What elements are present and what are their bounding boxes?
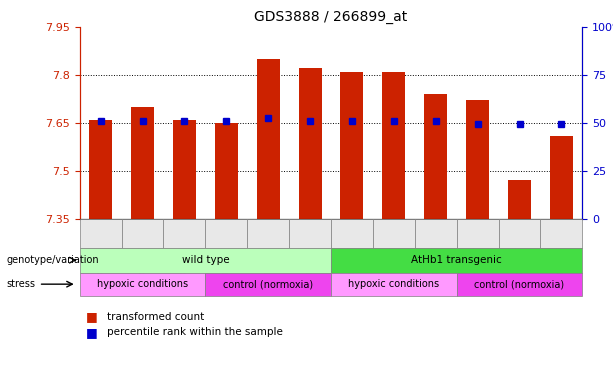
Text: genotype/variation: genotype/variation [6, 255, 99, 265]
Bar [340, 72, 364, 219]
Text: AtHb1 transgenic: AtHb1 transgenic [411, 255, 502, 265]
Bar [89, 120, 112, 219]
Text: wild type: wild type [181, 255, 229, 265]
Bar [215, 123, 238, 219]
Bar [383, 72, 405, 219]
Bar [257, 59, 280, 219]
Text: hypoxic conditions: hypoxic conditions [97, 279, 188, 289]
Bar [299, 68, 322, 219]
Text: stress: stress [6, 279, 35, 289]
Text: ■: ■ [86, 326, 97, 339]
Text: control (normoxia): control (normoxia) [223, 279, 313, 289]
Bar [466, 101, 489, 219]
Bar [173, 120, 196, 219]
Bar [550, 136, 573, 219]
Bar [131, 107, 154, 219]
Bar [424, 94, 447, 219]
Text: transformed count: transformed count [107, 312, 205, 322]
Text: control (normoxia): control (normoxia) [474, 279, 565, 289]
Text: ■: ■ [86, 310, 97, 323]
Text: percentile rank within the sample: percentile rank within the sample [107, 327, 283, 337]
Bar [508, 180, 531, 219]
Text: hypoxic conditions: hypoxic conditions [348, 279, 440, 289]
Title: GDS3888 / 266899_at: GDS3888 / 266899_at [254, 10, 408, 25]
